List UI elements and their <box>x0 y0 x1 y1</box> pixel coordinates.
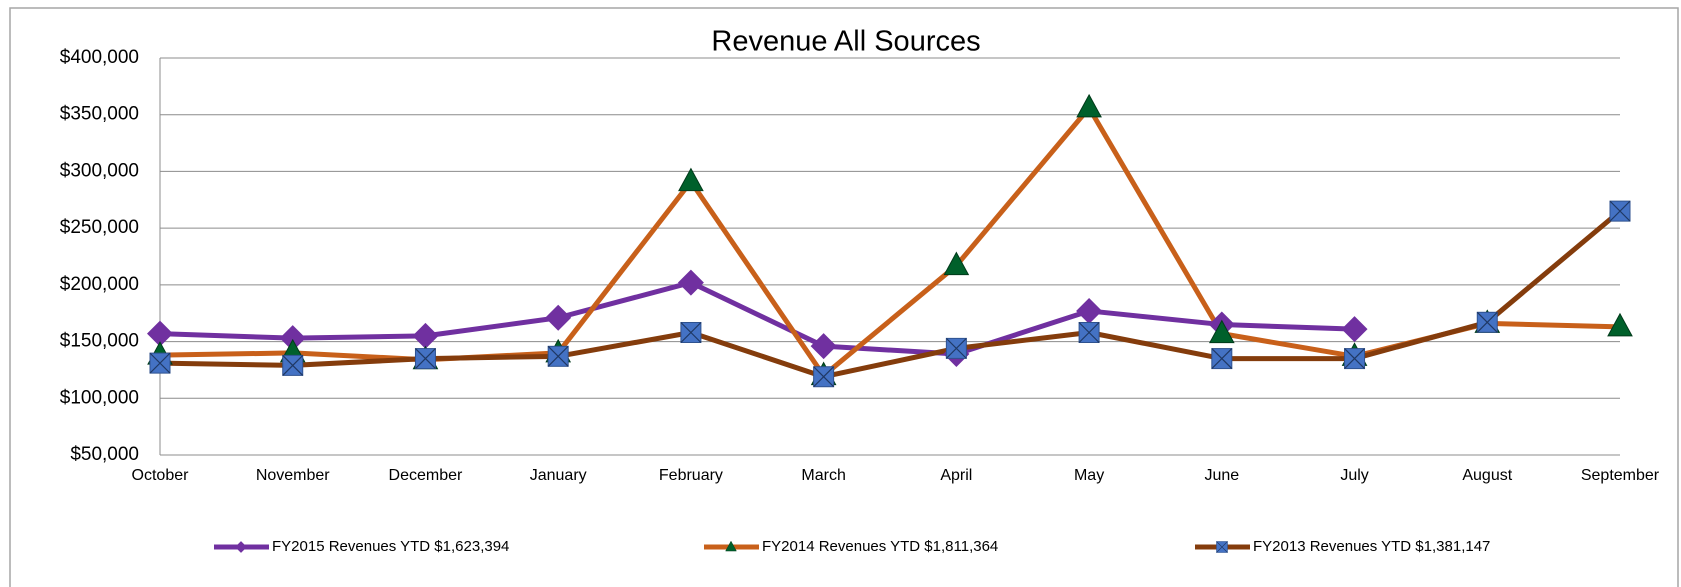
series-line <box>159 209 1622 380</box>
legend-label: FY2013 Revenues YTD $1,381,147 <box>1253 538 1490 555</box>
marker-square-cross <box>1476 311 1498 333</box>
legend-entry: FY2015 Revenues YTD $1,623,394 <box>214 538 509 555</box>
y-tick-label: $200,000 <box>60 274 139 295</box>
marker-square-cross <box>1078 322 1100 343</box>
x-tick-label: January <box>530 467 587 484</box>
x-tick-label: October <box>132 467 190 484</box>
marker-square-cross <box>945 337 967 359</box>
marker-triangle <box>1208 319 1235 344</box>
y-tick-label: $400,000 <box>60 47 139 68</box>
marker-square-cross <box>680 322 702 343</box>
marker-square <box>547 345 569 367</box>
y-tick-label: $250,000 <box>60 217 139 238</box>
marker-diamond <box>235 541 247 553</box>
y-tick-label: $50,000 <box>70 444 139 465</box>
marker-diamond <box>279 325 306 352</box>
marker-square <box>945 337 967 359</box>
marker-square-cross <box>282 354 304 376</box>
marker-diamond <box>1076 297 1103 324</box>
marker-square <box>1211 348 1233 370</box>
legend-entry: FY2013 Revenues YTD $1,381,147 <box>1195 538 1490 555</box>
marker-square-cross <box>547 345 569 367</box>
marker-square <box>1216 541 1228 553</box>
legend-entry: FY2014 Revenues YTD $1,811,364 <box>704 538 998 555</box>
marker-diamond <box>545 304 572 331</box>
x-tick-label: November <box>256 467 330 484</box>
y-tick-label: $150,000 <box>60 331 139 352</box>
marker-square-cross <box>149 352 171 374</box>
chart-frame <box>9 7 1679 587</box>
marker-triangle <box>1076 93 1102 118</box>
marker-triangle <box>1607 312 1633 337</box>
x-tick-label: May <box>1074 467 1104 484</box>
marker-square <box>149 352 171 374</box>
marker-diamond <box>1341 316 1368 343</box>
marker-triangle <box>943 251 970 276</box>
legend-label: FY2014 Revenues YTD $1,811,364 <box>762 538 998 555</box>
marker-triangle <box>725 540 737 552</box>
marker-square-cross <box>1211 348 1233 370</box>
legend-label: FY2015 Revenues YTD $1,623,394 <box>272 538 509 555</box>
marker-square-cross <box>1216 541 1228 553</box>
x-tick-label: September <box>1581 467 1660 484</box>
marker-square-cross <box>415 348 436 370</box>
marker-square <box>1344 348 1366 370</box>
marker-square-cross <box>1344 348 1365 370</box>
marker-square <box>813 366 835 388</box>
x-tick-label: July <box>1340 467 1368 484</box>
marker-square <box>1476 311 1498 333</box>
marker-square <box>414 348 436 370</box>
marker-square-cross <box>813 366 835 388</box>
marker-diamond <box>147 320 173 347</box>
marker-diamond <box>677 269 704 296</box>
x-tick-label: August <box>1462 467 1512 484</box>
marker-diamond <box>810 333 837 360</box>
marker-square <box>1609 200 1631 222</box>
y-tick-label: $350,000 <box>60 104 139 125</box>
marker-square <box>1078 321 1100 343</box>
chart-title: Revenue All Sources <box>711 26 980 58</box>
x-tick-label: December <box>389 467 463 484</box>
y-tick-label: $100,000 <box>60 387 139 408</box>
x-tick-label: February <box>659 467 723 484</box>
y-tick-label: $300,000 <box>60 160 139 181</box>
series-line <box>159 280 1355 357</box>
x-tick-label: June <box>1204 467 1239 484</box>
marker-square-cross <box>1609 200 1631 222</box>
marker-diamond <box>412 322 439 349</box>
x-tick-label: March <box>801 467 845 484</box>
x-tick-label: April <box>940 467 972 484</box>
marker-square <box>680 321 702 343</box>
marker-triangle <box>678 167 704 192</box>
marker-square <box>282 354 304 376</box>
